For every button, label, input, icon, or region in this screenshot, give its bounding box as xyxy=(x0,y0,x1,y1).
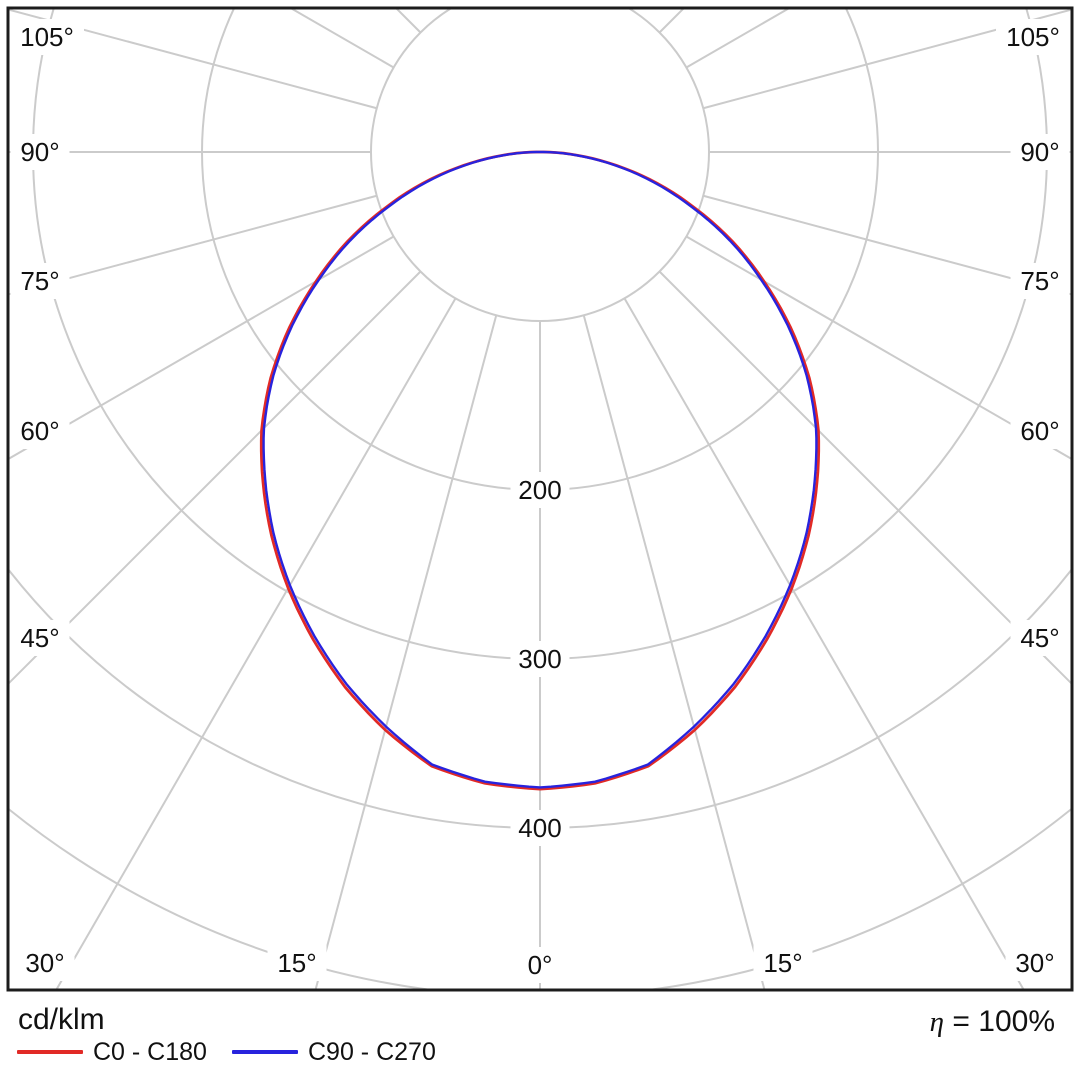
grid-radial-line xyxy=(9,194,378,296)
legend-line-c0-c180 xyxy=(17,1050,83,1054)
legend-line-c90-c270 xyxy=(232,1050,298,1054)
curves xyxy=(259,150,821,791)
grid-radial-line xyxy=(685,235,1071,460)
angle-tick-label: 90° xyxy=(20,137,59,167)
angle-tick-label: 30° xyxy=(1015,948,1054,978)
chart-frame xyxy=(6,6,1074,992)
angle-tick-label: 75° xyxy=(1020,266,1059,296)
angle-tick-label: 60° xyxy=(1020,416,1059,446)
angle-tick-label: 30° xyxy=(25,948,64,978)
efficiency-label: η = 100% xyxy=(930,1005,1055,1039)
grid-radial-line xyxy=(9,235,395,460)
intensity-tick-label: 200 xyxy=(518,475,561,505)
grid-radial-line xyxy=(702,9,1071,110)
grid-radial-line xyxy=(702,194,1071,296)
curve-c0-c180 xyxy=(259,150,821,791)
efficiency-value: = 100% xyxy=(952,1005,1055,1038)
angle-tick-label: 105° xyxy=(1006,22,1060,52)
curve-c90-c270 xyxy=(262,150,818,789)
grid-radial-line xyxy=(9,9,378,110)
grid-circle xyxy=(370,9,710,322)
angle-tick-label: 60° xyxy=(20,416,59,446)
grid-radial-line xyxy=(55,297,457,989)
legend-item-c0-c180: C0 - C180 xyxy=(17,1038,207,1066)
angle-tick-label: 75° xyxy=(20,266,59,296)
angle-tick-label: 45° xyxy=(20,623,59,653)
eta-symbol: η xyxy=(929,1006,945,1038)
angle-tick-label: 45° xyxy=(1020,623,1059,653)
angle-tick-label: 15° xyxy=(277,948,316,978)
legend-label-c0-c180: C0 - C180 xyxy=(93,1037,207,1066)
intensity-tick-label: 400 xyxy=(518,813,561,843)
unit-label: cd/klm xyxy=(18,1003,105,1036)
tick-labels: 105° 105° 90° 90° 75° 75° 60° 60° 45° 45° 30° 30° 15… xyxy=(10,19,1070,983)
grid-radial-line xyxy=(623,297,1025,989)
intensity-tick-label: 300 xyxy=(518,644,561,674)
legend-item-c90-c270: C90 - C270 xyxy=(232,1038,436,1066)
angle-tick-label: 90° xyxy=(1020,137,1059,167)
angle-tick-label: 0° xyxy=(528,950,553,980)
angle-tick-label: 105° xyxy=(20,22,74,52)
angle-tick-label: 15° xyxy=(763,948,802,978)
legend-label-c90-c270: C90 - C270 xyxy=(308,1037,436,1066)
